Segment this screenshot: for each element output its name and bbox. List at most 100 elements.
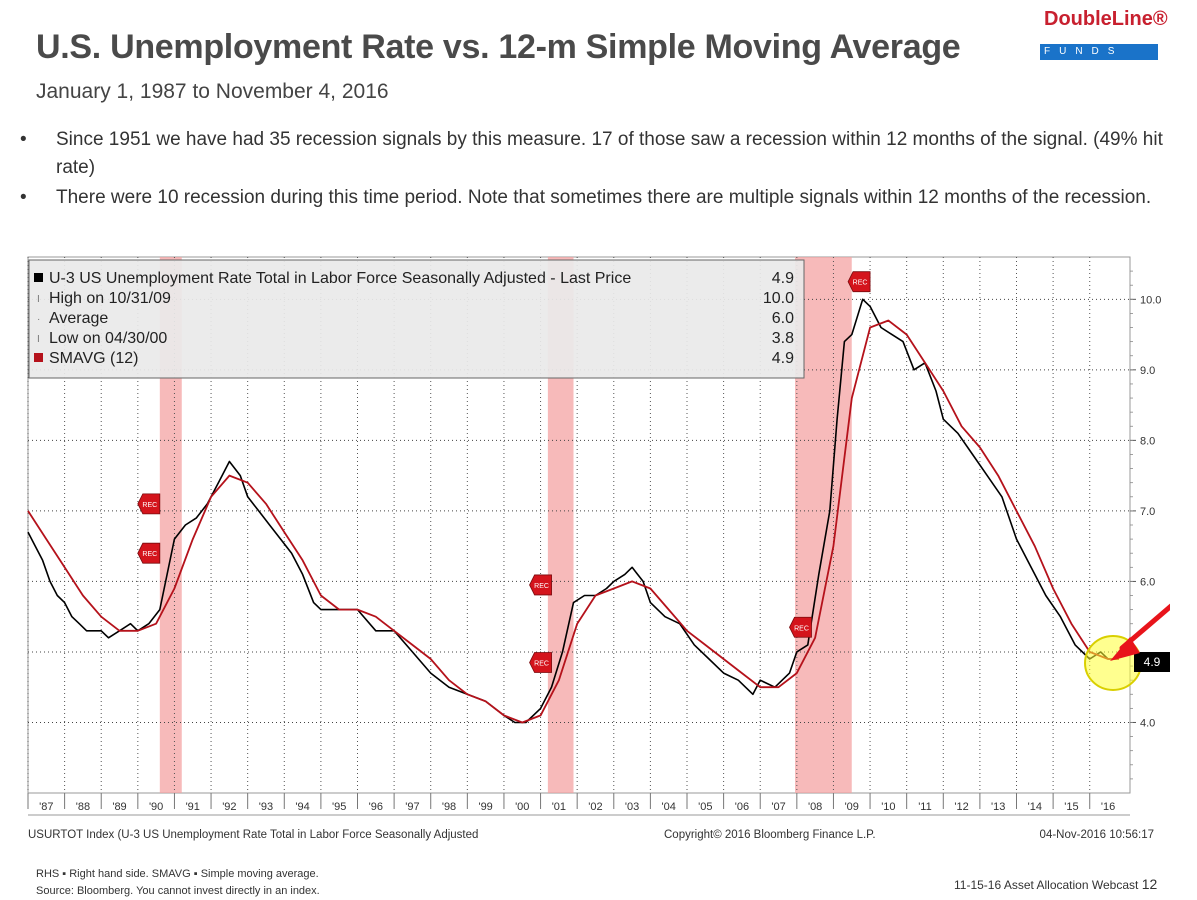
smavg-line	[27, 319, 1119, 724]
y-tick-label: 10.0	[1140, 294, 1161, 306]
rec-marker-label: REC	[142, 551, 157, 558]
x-tick-label: '94	[295, 801, 309, 813]
rec-marker-shape	[529, 652, 552, 673]
x-tick-label: '07	[771, 801, 785, 813]
rec-marker: REC	[847, 271, 871, 293]
rec-marker: REC	[789, 616, 812, 638]
rec-marker: REC	[137, 493, 161, 515]
legend-value: 3.8	[772, 330, 794, 347]
page-title: U.S. Unemployment Rate vs. 12-m Simple M…	[36, 28, 961, 66]
y-tick-label: 6.0	[1140, 576, 1155, 588]
page-number: 12	[1141, 876, 1158, 892]
y-tick-label: 4.0	[1140, 717, 1155, 729]
legend-high-icon: I	[37, 294, 40, 305]
legend: U-3 US Unemployment Rate Total in Labor …	[28, 259, 805, 379]
rec-marker-label: REC	[534, 661, 549, 668]
source-line-left: USURTOT Index (U-3 US Unemployment Rate …	[28, 829, 478, 841]
last-value-label: 4.9	[1144, 655, 1161, 669]
bullet-text: There were 10 recession during this time…	[56, 187, 1152, 208]
x-tick-label: '92	[222, 801, 236, 813]
rec-marker-shape	[789, 616, 812, 638]
x-tick-label: '88	[76, 801, 90, 813]
rec-marker-shape	[137, 542, 161, 564]
rec-marker: REC	[529, 574, 552, 596]
rec-marker-shape	[847, 271, 871, 293]
rec-marker-shape	[529, 574, 552, 596]
legend-label: SMAVG (12)	[49, 350, 139, 367]
bullet-item: • There were 10 recession during this tim…	[18, 184, 1178, 212]
legend-square-icon	[34, 273, 43, 282]
unemployment-chart: 10.0 9.0 8.0 7.0 6.0 4.0 '87 '88 '89 '90 '91 '92 '93…	[27, 256, 1187, 841]
last-value-tag: 4.9	[1134, 652, 1170, 672]
legend-label: Low on 04/30/00	[49, 330, 167, 347]
bullet-dot-icon: •	[20, 187, 27, 208]
legend-label: U-3 US Unemployment Rate Total in Labor …	[49, 270, 631, 287]
rec-marker-label: REC	[853, 280, 868, 287]
legend-box	[28, 259, 805, 379]
recession-band	[159, 257, 182, 793]
x-tick-label: '10	[881, 801, 895, 813]
legend-value: 10.0	[763, 290, 794, 307]
bullet-dot-icon: •	[20, 129, 27, 150]
x-tick-label: '14	[1028, 801, 1042, 813]
footnote-rhs: RHS ▪ Right hand side. SMAVG ▪ Simple mo…	[36, 868, 319, 880]
x-tick-label: '87	[39, 801, 53, 813]
footnote-source: Source: Bloomberg. You cannot invest dir…	[36, 885, 320, 897]
last-value-box	[1134, 652, 1170, 672]
rec-marker-label: REC	[794, 625, 809, 632]
x-tick-label: '05	[698, 801, 712, 813]
x-tick-label: '00	[515, 801, 529, 813]
x-tick-label: '89	[112, 801, 126, 813]
y-tick-label: 8.0	[1140, 435, 1155, 447]
webcast-label: 11-15-16 Asset Allocation Webcast	[954, 878, 1139, 892]
legend-value: 6.0	[772, 310, 794, 327]
legend-value: 4.9	[772, 350, 794, 367]
x-tick-label: '96	[369, 801, 383, 813]
legend-smavg-icon	[34, 353, 43, 362]
rec-marker: REC	[529, 652, 552, 673]
x-tick-label: '12	[954, 801, 968, 813]
legend-label: High on 10/31/09	[49, 290, 171, 307]
x-tick-label: '98	[442, 801, 456, 813]
source-line-timestamp: 04-Nov-2016 10:56:17	[1040, 829, 1154, 841]
x-tick-label: '02	[588, 801, 602, 813]
x-tick-label: '95	[332, 801, 346, 813]
x-tick-label: '97	[405, 801, 419, 813]
legend-label: Average	[49, 310, 108, 327]
y-tick-label: 9.0	[1140, 365, 1155, 377]
rec-marker: REC	[137, 542, 161, 564]
legend-average-icon: ·	[37, 314, 40, 325]
source-line-copyright: Copyright© 2016 Bloomberg Finance L.P.	[664, 829, 876, 841]
logo-subtext: FUNDS	[1044, 46, 1124, 57]
arrow-head	[1110, 637, 1140, 661]
x-tick-label: '90	[149, 801, 163, 813]
x-tick-label: '99	[478, 801, 492, 813]
doubleline-logo: DoubleLine® FUNDS	[1030, 8, 1170, 68]
x-tick-label: '08	[808, 801, 822, 813]
x-tick-label: '03	[625, 801, 639, 813]
footnotes: RHS ▪ Right hand side. SMAVG ▪ Simple mo…	[36, 866, 320, 900]
chart-container: 10.0 9.0 8.0 7.0 6.0 4.0 '87 '88 '89 '90 '91 '92 '93…	[24, 255, 1187, 853]
x-tick-label: '04	[662, 801, 676, 813]
bullet-text: Since 1951 we have had 35 recession sign…	[56, 129, 1163, 178]
x-tick-label: '16	[1101, 801, 1115, 813]
page-footer: 11-15-16 Asset Allocation Webcast 12	[954, 876, 1157, 892]
bullet-item: • Since 1951 we have had 35 recession sig…	[18, 126, 1178, 182]
rec-marker-shape	[137, 493, 161, 515]
x-tick-label: '06	[735, 801, 749, 813]
unemployment-rate-line	[27, 298, 1119, 724]
x-tick-label: '01	[552, 801, 566, 813]
logo-text: DoubleLine®	[1044, 8, 1168, 30]
x-tick-label: '93	[259, 801, 273, 813]
rec-marker-label: REC	[534, 583, 549, 590]
x-tick-label: '91	[186, 801, 200, 813]
x-tick-label: '15	[1064, 801, 1078, 813]
legend-value: 4.9	[772, 270, 794, 287]
rec-marker-label: REC	[142, 502, 157, 509]
page-subtitle: January 1, 1987 to November 4, 2016	[36, 80, 389, 103]
x-tick-label: '11	[918, 801, 932, 813]
bullet-list: • Since 1951 we have had 35 recession sig…	[18, 126, 1178, 214]
x-tick-label: '09	[845, 801, 859, 813]
legend-low-icon: I	[37, 334, 40, 345]
y-tick-label: 7.0	[1140, 506, 1155, 518]
